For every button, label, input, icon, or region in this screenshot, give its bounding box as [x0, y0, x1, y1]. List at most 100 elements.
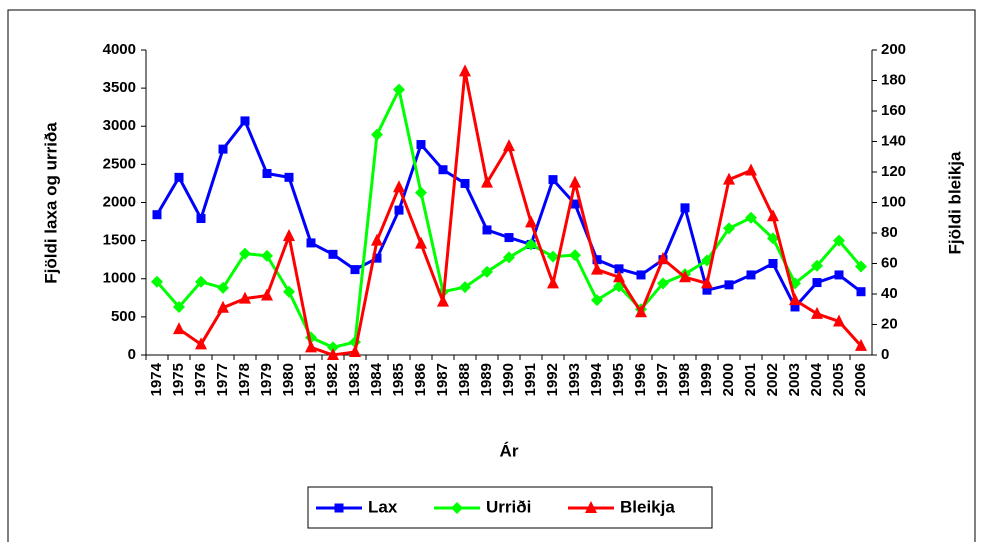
data-point	[261, 288, 273, 301]
data-point	[327, 341, 339, 354]
legend-marker	[451, 502, 463, 514]
data-point	[306, 238, 316, 248]
data-point	[547, 276, 559, 289]
x-tick-label: 1990	[500, 363, 517, 396]
data-point	[679, 270, 691, 283]
data-point	[350, 265, 360, 275]
data-point	[415, 236, 427, 249]
data-point	[569, 175, 581, 188]
data-point	[591, 294, 603, 307]
x-tick-label: 1996	[632, 363, 649, 396]
x-tick-label: 2002	[764, 363, 781, 396]
y-tick-label: 2000	[103, 193, 136, 210]
data-point	[724, 280, 734, 290]
data-point	[745, 163, 757, 176]
legend-marker	[334, 503, 344, 513]
y-tick-label: 500	[111, 308, 136, 325]
data-point	[349, 344, 361, 357]
data-point	[680, 203, 690, 213]
data-point	[195, 337, 207, 350]
x-tick-label: 1979	[258, 363, 275, 396]
data-point	[701, 276, 713, 289]
y2-tick-label: 180	[881, 71, 906, 88]
data-point	[789, 293, 801, 306]
x-tick-label: 1978	[236, 363, 253, 396]
data-point	[327, 348, 339, 360]
x-tick-label: 1985	[390, 363, 407, 396]
x-tick-label: 1998	[676, 363, 693, 396]
data-point	[570, 199, 580, 209]
y2-tick-label: 120	[881, 163, 906, 180]
data-point	[459, 64, 471, 77]
data-point	[767, 209, 779, 222]
data-point	[460, 178, 470, 188]
data-point	[394, 205, 404, 215]
data-point	[415, 186, 427, 199]
legend-box	[307, 486, 713, 529]
x-tick-label: 2000	[720, 363, 737, 396]
data-point	[459, 281, 471, 294]
data-point	[261, 249, 273, 262]
y-tick-label: 1000	[103, 270, 136, 287]
data-point	[371, 233, 383, 246]
data-point	[481, 265, 493, 278]
data-point	[503, 139, 515, 152]
y-tick-label: 3500	[103, 79, 136, 96]
x-tick-label: 1982	[324, 363, 341, 396]
data-point	[151, 275, 163, 288]
x-tick-label: 1997	[654, 363, 671, 396]
data-point	[284, 172, 294, 182]
data-point	[547, 250, 559, 263]
data-point	[217, 281, 229, 294]
y-tick-label: 1500	[103, 232, 136, 249]
y-axis-label: Fjöldi laxa og urriða	[41, 122, 60, 284]
data-point	[239, 291, 251, 304]
data-point	[173, 300, 185, 313]
data-point	[613, 270, 625, 283]
y2-tick-label: 60	[881, 254, 898, 271]
data-point	[218, 144, 228, 154]
data-point	[635, 305, 647, 318]
y2-tick-label: 80	[881, 224, 898, 241]
y2-tick-label: 140	[881, 132, 906, 149]
data-point	[548, 175, 558, 185]
data-point	[283, 285, 295, 298]
data-point	[657, 251, 669, 264]
x-tick-label: 1987	[434, 363, 451, 396]
series-line	[178, 71, 863, 357]
y2-axis-label: Fjöldi bleikja	[945, 151, 964, 255]
x-tick-label: 1991	[522, 363, 539, 396]
y2-tick-label: 20	[881, 315, 898, 332]
data-point	[438, 165, 448, 175]
y-tick-label: 2500	[103, 155, 136, 172]
data-point	[812, 278, 822, 288]
x-tick-label: 2003	[786, 363, 803, 396]
data-point	[195, 275, 207, 288]
data-point	[746, 270, 756, 280]
y2-tick-label: 40	[881, 285, 898, 302]
x-tick-label: 1999	[698, 363, 715, 396]
data-point	[834, 270, 844, 280]
data-point	[437, 294, 449, 307]
data-point	[811, 306, 823, 319]
x-tick-label: 2001	[742, 363, 759, 396]
data-point	[833, 234, 845, 247]
y2-tick-label: 200	[881, 41, 906, 58]
legend-label: Bleikja	[620, 497, 675, 516]
data-point	[723, 172, 735, 185]
data-point	[525, 238, 537, 251]
x-tick-label: 2005	[830, 363, 847, 396]
data-point	[217, 300, 229, 313]
data-point	[569, 249, 581, 262]
legend-marker	[585, 501, 597, 513]
y-tick-label: 4000	[103, 41, 136, 58]
data-point	[416, 140, 426, 150]
y2-tick-label: 160	[881, 102, 906, 119]
legend-label: Urriði	[486, 497, 531, 516]
data-point	[174, 172, 184, 182]
data-point	[482, 225, 492, 235]
data-point	[240, 116, 250, 126]
x-tick-label: 1975	[170, 363, 187, 396]
